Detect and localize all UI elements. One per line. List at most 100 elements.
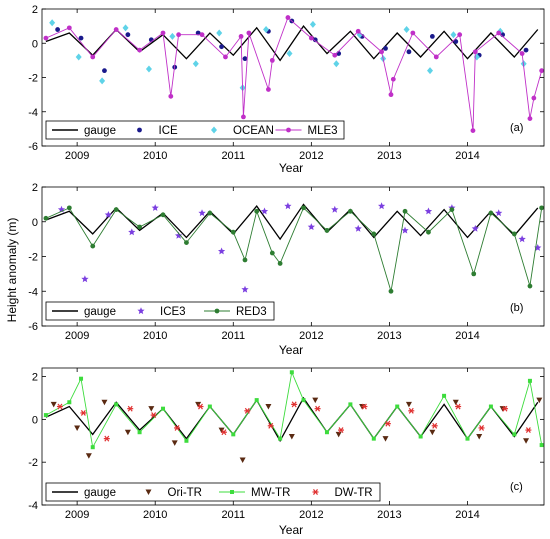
xlabel-c: Year: [279, 523, 303, 537]
data-point-c-1-2: [85, 453, 92, 459]
data-point-b-2-25: [539, 205, 545, 211]
legend-marker-c-3-stroke-d2: [313, 489, 318, 495]
ytick-label-a-0: -6: [28, 141, 38, 153]
series-b-0: [45, 203, 539, 241]
data-point-b-1-3: [128, 228, 136, 236]
data-point-b-2-8: [230, 229, 236, 235]
data-point-c-3-4-stroke-d2: [151, 412, 157, 419]
data-point-c-3-11: [314, 405, 321, 412]
shared-ylabel: Height anomaly (m): [5, 218, 19, 323]
data-point-a-3-28: [519, 51, 525, 56]
data-point-b-2-0: [43, 215, 49, 221]
data-point-c-3-15-stroke-d2: [408, 407, 414, 414]
data-point-c-3-5: [174, 424, 181, 431]
data-point-c-3-20: [525, 427, 532, 434]
data-point-b-2-21: [471, 271, 477, 277]
data-point-c-3-0: [56, 403, 63, 410]
data-point-a-1-6: [195, 30, 201, 36]
data-point-a-2-7: [216, 29, 223, 37]
legend-label-b-2: RED3: [236, 306, 267, 318]
data-point-b-1-5: [175, 231, 183, 239]
series-a-0: [45, 25, 539, 62]
data-point-c-3-1-stroke-d2: [80, 409, 86, 416]
data-point-c-3-17-stroke-d2: [455, 403, 461, 410]
data-point-c-3-6-stroke-d2: [198, 403, 203, 410]
data-point-a-2-17: [450, 31, 457, 39]
data-point-a-1-14: [383, 45, 388, 51]
xtick-label-b-0: 2009: [65, 330, 89, 342]
data-point-c-1-4: [124, 429, 131, 436]
data-point-a-1-1: [78, 35, 84, 41]
ytick-label-a-1: -4: [28, 107, 38, 119]
data-point-c-2-3: [90, 445, 95, 450]
data-point-b-2-17: [388, 288, 394, 294]
data-point-b-2-13: [301, 205, 306, 211]
data-point-a-3-16: [308, 35, 314, 41]
data-point-c-1-5: [148, 406, 155, 412]
data-point-b-2-4: [137, 224, 142, 230]
ytick-label-b-3: 0: [32, 217, 38, 229]
data-point-b-2-10: [254, 208, 260, 214]
ytick-label-b-4: 2: [32, 182, 38, 194]
legend-box-a: [45, 120, 345, 140]
data-point-a-2-12: [333, 60, 340, 68]
data-point-c-1-21: [523, 438, 530, 444]
series-b-1: [57, 202, 542, 293]
panel-c: -4 -2 0 2 2009 2010 2011 2012 2013 2014 gauge Ori-T…: [28, 367, 545, 521]
data-point-a-1-3: [125, 32, 131, 38]
data-point-a-3-15: [285, 15, 291, 20]
data-point-c-2-4: [114, 402, 119, 407]
data-point-c-3-2: [103, 435, 110, 442]
data-point-c-3-20-stroke-d2: [525, 427, 531, 434]
ytick-label-c-3: 2: [32, 372, 38, 384]
data-point-a-2-15: [403, 26, 410, 34]
data-point-c-1-19: [476, 434, 483, 440]
data-point-a-3-24: [457, 32, 463, 38]
data-point-c-2-20: [465, 436, 470, 441]
data-point-c-2-22: [512, 432, 517, 437]
data-point-b-1-4: [151, 204, 159, 211]
ytick-label-a-3: 0: [32, 38, 38, 50]
data-point-c-3-14-stroke-d2: [385, 420, 391, 427]
legend-label-a-3: MLE3: [308, 125, 338, 137]
data-point-c-3-9-stroke-d2: [268, 422, 274, 429]
series-line-a-0: [45, 25, 539, 62]
data-point-a-1-7: [219, 44, 224, 50]
series-c-0: [45, 396, 539, 443]
data-point-b-1-16: [424, 207, 433, 215]
data-point-b-1-19: [495, 209, 503, 217]
data-point-b-2-23: [511, 231, 517, 237]
xtick-label-b-2: 2011: [221, 330, 245, 342]
data-point-c-3-16: [431, 422, 438, 429]
ytick-label-c-0: -4: [28, 500, 38, 512]
data-point-c-1-22: [536, 397, 543, 404]
data-point-b-1-2: [104, 211, 112, 218]
series-b-2: [43, 205, 545, 294]
series-line-b-0: [45, 203, 539, 241]
data-point-c-1-8: [218, 427, 225, 434]
data-point-b-2-2: [90, 243, 96, 249]
xtick-label-c-3: 2012: [299, 509, 323, 521]
data-point-a-3-23: [433, 54, 439, 60]
data-point-c-2-11: [278, 436, 283, 441]
data-point-c-3-4: [150, 412, 157, 419]
data-point-b-1-8: [241, 285, 249, 293]
xtick-label-a-2: 2011: [221, 150, 245, 162]
data-point-a-3-13: [266, 87, 271, 92]
legend-a: gauge ICE OCEAN MLE3: [45, 120, 345, 140]
data-point-a-2-16: [427, 67, 434, 75]
data-point-a-3-12: [246, 30, 252, 36]
data-point-a-2-4: [145, 65, 152, 73]
data-point-c-3-17: [455, 403, 462, 410]
data-point-c-1-9: [239, 457, 246, 464]
xtick-label-a-4: 2013: [377, 150, 401, 162]
series-a-3: [43, 15, 545, 133]
data-point-b-2-16: [371, 231, 377, 237]
legend-label-a-1: ICE: [159, 125, 179, 137]
data-point-b-2-6: [184, 240, 189, 246]
legend-label-b-0: gauge: [84, 306, 116, 318]
data-point-b-1-20: [518, 235, 526, 243]
data-point-a-3-5: [160, 30, 166, 36]
data-point-a-3-2: [90, 54, 96, 60]
